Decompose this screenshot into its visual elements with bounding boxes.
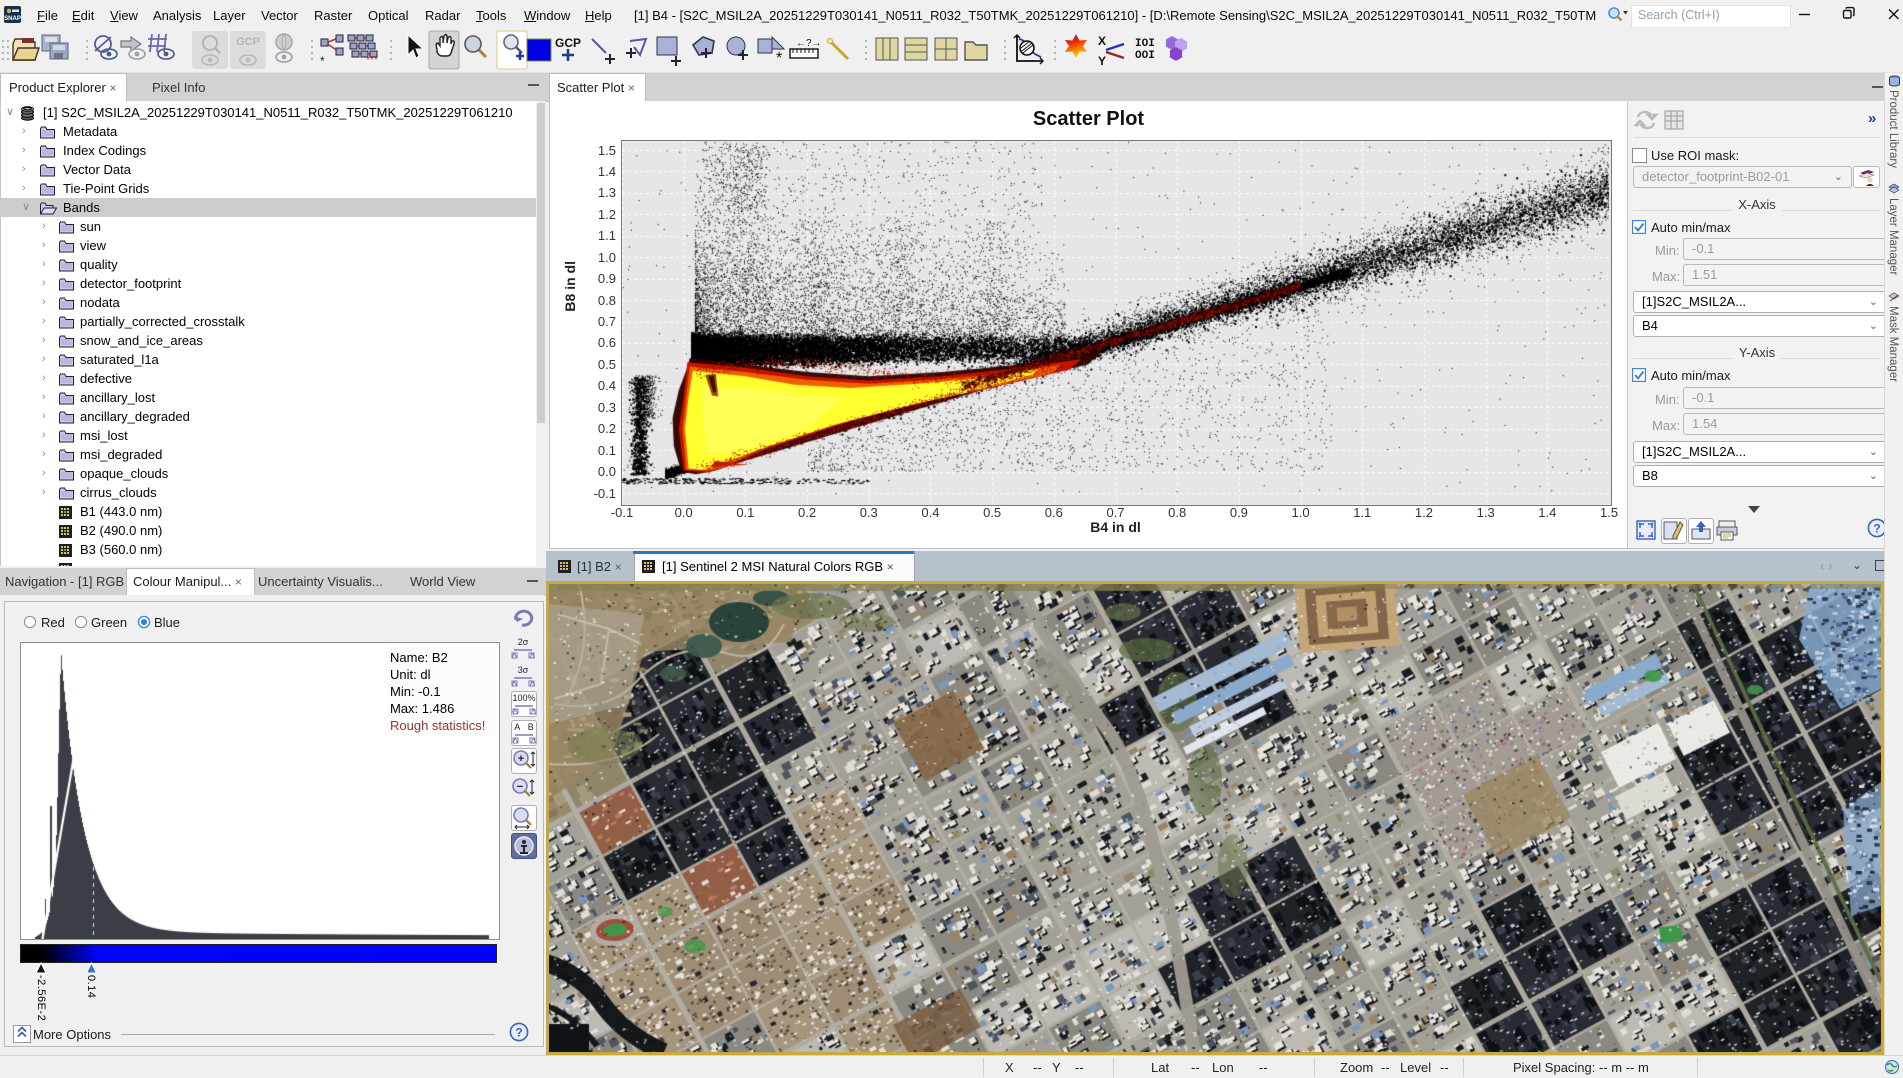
svg-text:−: − (517, 781, 523, 793)
svg-text:GCP: GCP (236, 36, 260, 48)
svg-text:GCP: GCP (555, 36, 581, 50)
svg-text:IOI: IOI (1135, 38, 1155, 50)
svg-text:OOI: OOI (1135, 50, 1155, 62)
svg-text:3σ: 3σ (518, 665, 529, 675)
svg-text:←?→: ←?→ (796, 38, 822, 49)
svg-text:?: ? (515, 1026, 522, 1040)
svg-text:?: ? (1873, 522, 1880, 536)
svg-text:***: *** (366, 55, 378, 66)
svg-text:+: + (518, 753, 524, 765)
svg-text:Y: Y (1098, 54, 1106, 68)
svg-text:*: * (776, 50, 782, 67)
svg-text:SNAP: SNAP (4, 16, 21, 22)
svg-text:X: X (1098, 34, 1106, 48)
svg-text:100%: 100% (512, 693, 535, 703)
svg-text:*: * (320, 54, 325, 68)
svg-text:2σ: 2σ (518, 637, 529, 647)
svg-text:A B: A B (514, 722, 534, 732)
